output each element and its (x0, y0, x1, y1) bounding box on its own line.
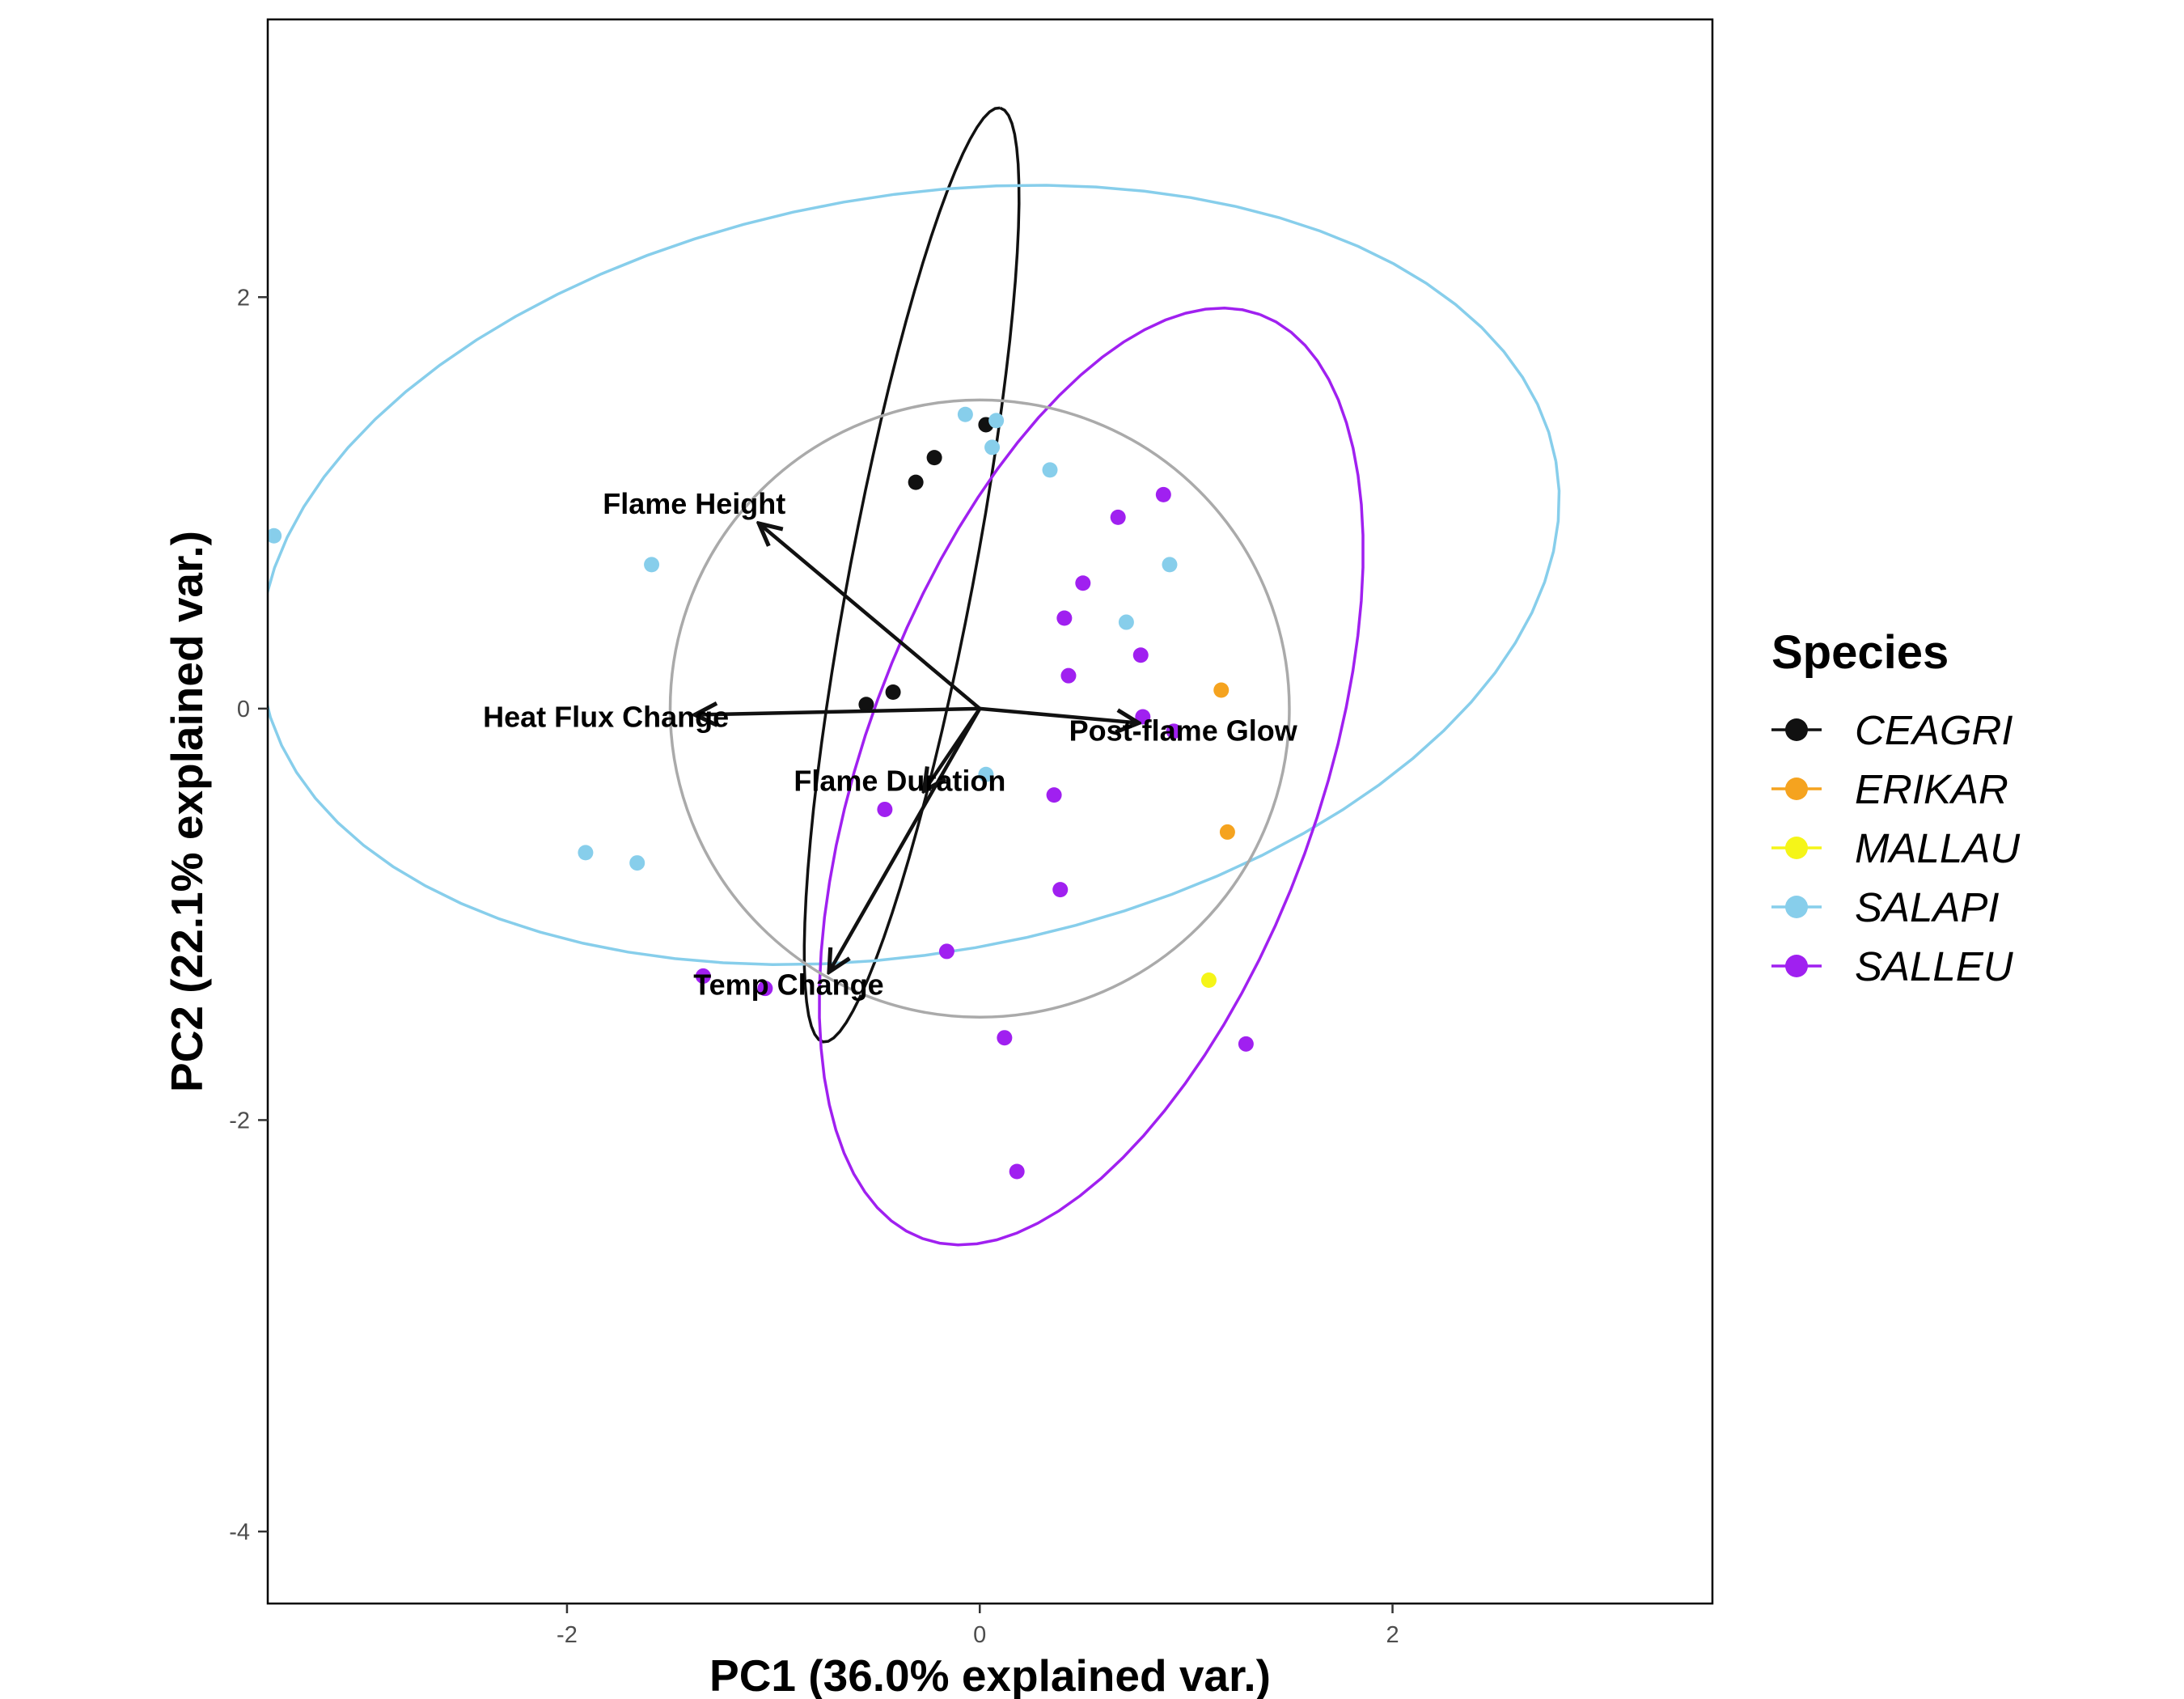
point-ceagri (926, 450, 942, 466)
loading-arrows (695, 523, 1139, 972)
legend-item-mallau: MALLAU (1771, 825, 2021, 871)
point-salleu (1075, 575, 1091, 591)
loading-arrow-temp-change (829, 707, 982, 972)
point-salapi (644, 557, 660, 573)
point-salleu (695, 968, 711, 984)
point-ceagri (908, 474, 924, 490)
y-tick-label: 0 (237, 697, 250, 722)
point-salapi (629, 855, 645, 871)
correlation-circle-layer (668, 398, 1291, 1019)
ellipse-salapi (268, 184, 1561, 966)
point-ceagri (858, 697, 874, 713)
loading-label-flame-height: Flame Height (603, 487, 785, 520)
ellipse-ceagri (802, 106, 1021, 1044)
y-tick-label: -2 (229, 1108, 250, 1133)
loading-arrow-post-flame-glow (980, 706, 1138, 723)
legend: Species CEAGRI ERIKAR MALLAU SALAPI SALLEU (1771, 626, 2021, 989)
point-salapi (957, 406, 973, 422)
legend-key-dot (1785, 896, 1808, 918)
point-salleu (757, 981, 773, 997)
point-salleu (1009, 1163, 1025, 1180)
point-salapi (988, 413, 1005, 429)
y-tick-label: 2 (237, 285, 250, 311)
confidence-ellipses (268, 106, 1561, 1247)
point-salleu (1046, 787, 1062, 803)
legend-item-salleu: SALLEU (1771, 943, 2014, 989)
loading-arrow-flame-height (759, 523, 981, 710)
point-mallau (1200, 972, 1217, 989)
point-salleu (1132, 647, 1149, 663)
x-tick-label: 0 (973, 1622, 986, 1648)
point-salleu (1166, 723, 1182, 739)
legend-label: MALLAU (1855, 825, 2021, 871)
point-salleu (1060, 667, 1077, 684)
point-salleu (997, 1030, 1013, 1046)
legend-label: SALAPI (1855, 884, 2000, 930)
legend-title: Species (1771, 626, 1949, 679)
legend-key-dot (1785, 955, 1808, 977)
point-salapi (984, 439, 1001, 455)
point-salleu (938, 943, 954, 960)
correlation-circle (668, 398, 1291, 1019)
point-salapi (268, 527, 282, 544)
legend-item-erikar: ERIKAR (1771, 766, 2008, 812)
legend-item-salapi: SALAPI (1771, 884, 2000, 930)
point-salapi (978, 766, 994, 782)
point-salleu (1056, 610, 1073, 626)
point-salapi (1042, 462, 1058, 478)
point-erikar (1213, 682, 1230, 698)
loading-label-temp-change: Temp Change (693, 968, 883, 1001)
plot-panel-border (266, 18, 1714, 1605)
legend-key-dot (1785, 777, 1808, 800)
ellipse-salleu (818, 306, 1365, 1247)
legend-item-ceagri: CEAGRI (1771, 707, 2013, 753)
point-salleu (1155, 486, 1171, 502)
axis-ticks: -2 0 2 -4 -2 0 2 (229, 285, 1399, 1648)
point-salleu (1110, 509, 1126, 525)
legend-label: CEAGRI (1855, 707, 2013, 753)
x-tick-label: -2 (557, 1622, 578, 1648)
point-salapi (1162, 557, 1178, 573)
x-tick-label: 2 (1386, 1622, 1399, 1648)
loading-label-flame-duration: Flame Duration (794, 765, 1005, 798)
point-salleu (1238, 1036, 1254, 1052)
point-erikar (1219, 824, 1235, 840)
point-salapi (578, 845, 594, 861)
data-points (268, 406, 1254, 1180)
legend-key-dot (1785, 837, 1808, 859)
legend-label: SALLEU (1855, 943, 2014, 989)
legend-key-dot (1785, 718, 1808, 741)
loading-label-post-flame-glow: Post-flame Glow (1069, 714, 1298, 748)
y-axis-title: PC2 (22.1% explained var.) (162, 531, 212, 1092)
x-axis-title: PC1 (36.0% explained var.) (709, 1650, 1271, 1699)
point-salleu (1052, 882, 1069, 898)
loading-labels: Flame Height Heat Flux Change Post-flame G… (483, 487, 1298, 1001)
legend-label: ERIKAR (1855, 766, 2008, 812)
point-salapi (1118, 614, 1134, 630)
point-salleu (877, 801, 893, 817)
loading-arrow-heat-flux-change (695, 709, 980, 715)
point-ceagri (885, 684, 901, 701)
loading-label-heat-flux-change: Heat Flux Change (483, 700, 729, 733)
y-tick-label: -4 (229, 1519, 250, 1545)
